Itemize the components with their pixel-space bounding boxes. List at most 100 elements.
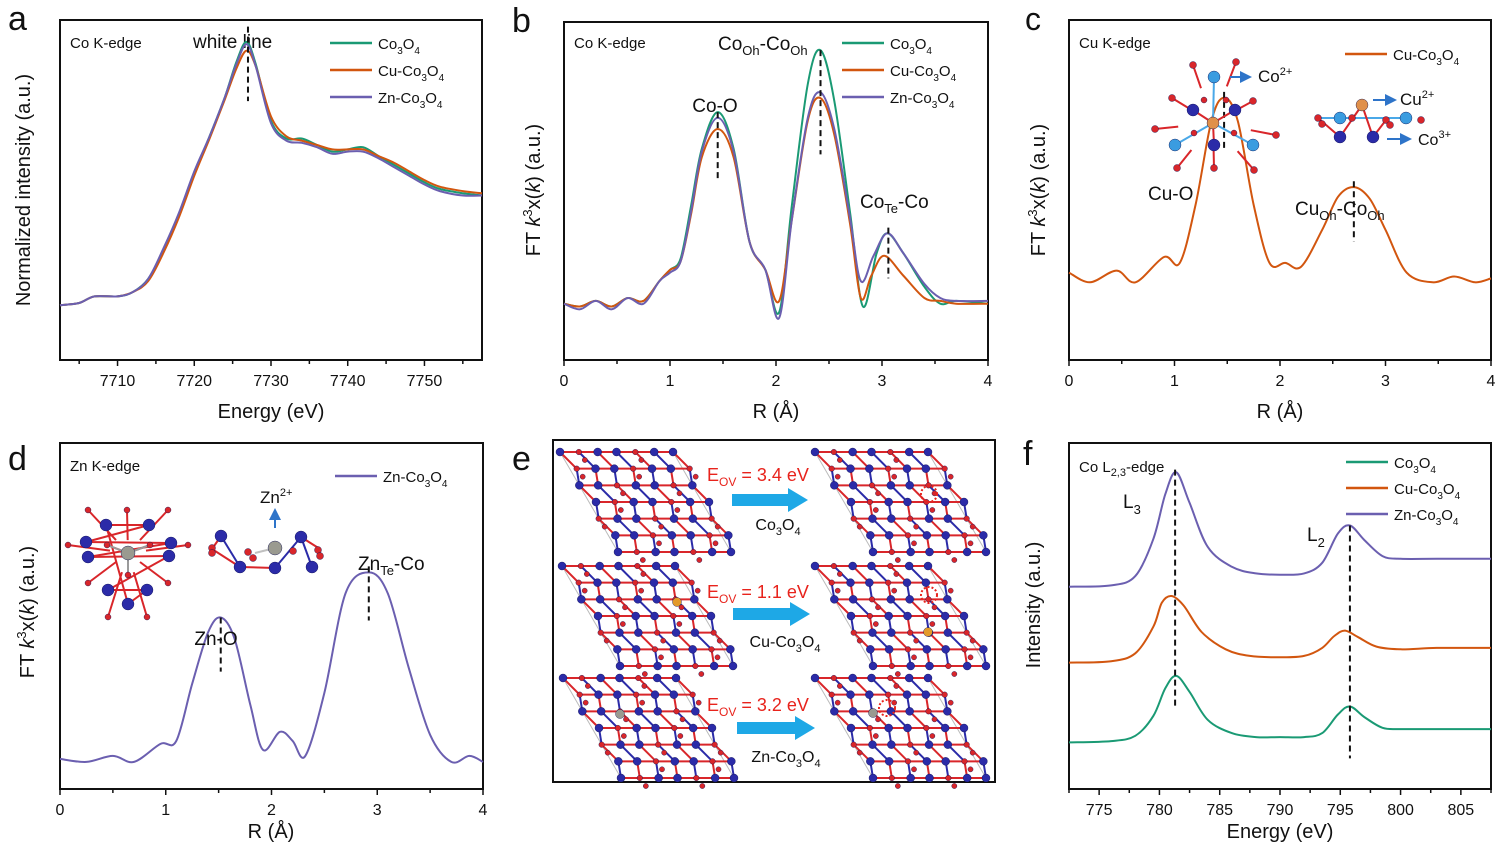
co-atom — [631, 611, 640, 621]
oxygen-atom — [716, 637, 723, 644]
co-atom — [121, 597, 135, 611]
bond — [1192, 64, 1202, 89]
co-atom — [981, 661, 991, 671]
inset-label-co3: Co3+ — [1387, 129, 1451, 149]
edge-label-a: Co K-edge — [70, 35, 142, 52]
co-atom — [925, 773, 934, 783]
oxygen-atom — [614, 725, 621, 732]
oxygen-atom — [828, 465, 835, 472]
oxygen-atom — [1417, 116, 1425, 124]
co-atom — [594, 690, 603, 699]
oxygen-atom — [873, 621, 879, 627]
oxygen-atom — [834, 699, 841, 706]
bond — [1154, 125, 1179, 130]
svg-text:Cu-Co3O4: Cu-Co3O4 — [750, 634, 821, 655]
legend-label: Cu-Co3O4 — [890, 63, 957, 84]
oxygen-atom — [184, 541, 192, 549]
co-atom — [848, 595, 858, 604]
co3-atom — [1366, 130, 1380, 144]
co-atom — [830, 595, 839, 604]
co-atom — [846, 578, 855, 587]
legend-item: Cu-Co3O4 — [842, 63, 957, 84]
oxygen-atom — [671, 725, 678, 732]
co-atom — [902, 578, 912, 587]
bond — [87, 561, 117, 584]
co-atom — [902, 690, 912, 699]
co-atom — [884, 645, 894, 654]
svg-text:Co3+: Co3+ — [1418, 129, 1451, 149]
legend-label: Cu-Co3O4 — [1393, 47, 1460, 68]
oxygen-atom — [869, 596, 876, 603]
x-tick-label: 3 — [1381, 373, 1390, 390]
legend-item: Cu-Co3O4 — [330, 63, 445, 84]
oxygen-atom — [837, 683, 843, 689]
oxygen-atom — [289, 547, 297, 555]
co-atom — [305, 560, 319, 574]
cu-structure-top-view — [1151, 58, 1280, 174]
co-atom — [666, 464, 676, 473]
oxygen-atom — [913, 749, 919, 756]
x-tick-label: 0 — [1065, 373, 1074, 390]
co-atom — [101, 583, 115, 597]
legend-item: Zn-Co3O4 — [330, 90, 443, 111]
series-line-zn-co3o4 — [59, 43, 483, 307]
co-atom — [921, 690, 931, 699]
vacancy-energy-rows: EOV = 3.4 eV Co3O4 EOV = 1.1 eV Cu-Co3O4… — [707, 465, 821, 770]
co-atom — [962, 661, 972, 671]
edge-label-b: Co K-edge — [574, 35, 646, 52]
co3-atom — [1333, 130, 1347, 144]
co-atom — [906, 661, 915, 671]
co-atom — [614, 757, 623, 766]
oxygen-atom — [1348, 114, 1356, 122]
co-atom — [557, 561, 567, 571]
co-atom — [593, 578, 602, 587]
legend-item: Cu-Co3O4 — [1345, 47, 1460, 68]
co-atom — [653, 661, 662, 671]
oxygen-atom — [614, 482, 621, 489]
oxygen-atom — [673, 708, 680, 715]
x-tick-label: 4 — [479, 802, 488, 819]
oxygen-atom — [1250, 166, 1258, 174]
bond — [85, 524, 150, 543]
oxygen-atom — [632, 579, 639, 586]
x-axis-label-b: R (Å) — [753, 400, 800, 423]
co-atom — [848, 481, 858, 490]
co-atom — [613, 690, 622, 699]
oxygen-atom — [124, 571, 132, 579]
oxygen-atom — [582, 457, 588, 463]
co-atom — [943, 481, 952, 490]
co-atom — [884, 497, 893, 507]
oxygen-atom — [623, 716, 629, 723]
oxygen-atom — [875, 716, 881, 723]
x-axis-label-c: R (Å) — [1257, 400, 1304, 423]
co-atom — [943, 595, 952, 604]
co-atom — [669, 690, 679, 699]
co-atom — [867, 561, 876, 571]
co-atom — [214, 529, 228, 543]
co-atom — [886, 481, 896, 490]
oxygen-atom — [642, 671, 648, 677]
x-tick-label: 785 — [1206, 802, 1233, 819]
oxygen-atom — [963, 629, 970, 636]
legend-item: Cu-Co3O4 — [1346, 481, 1461, 502]
oxygen-atom — [686, 465, 693, 472]
co-atom — [904, 561, 914, 571]
x-tick-label: 2 — [267, 802, 276, 819]
co-atom — [690, 595, 699, 604]
co-atom — [591, 464, 600, 473]
oxygen-atom — [164, 579, 172, 587]
co-atom — [140, 583, 154, 597]
co-atom — [884, 531, 894, 540]
oxygen-atom — [710, 629, 717, 636]
annotation-l3: L3 — [1123, 492, 1141, 517]
co-atom — [294, 530, 308, 544]
co-atom — [940, 723, 950, 733]
co-atom — [578, 707, 587, 716]
oxygen-atom — [597, 629, 604, 636]
oxygen-atom — [696, 557, 703, 563]
oxygen-atom — [1272, 131, 1280, 139]
legend-label: Zn-Co3O4 — [890, 90, 955, 111]
oxygen-atom — [951, 783, 958, 789]
x-axis-ticks-d: 0 1 2 3 4 — [56, 789, 488, 819]
co-atom — [846, 497, 856, 507]
